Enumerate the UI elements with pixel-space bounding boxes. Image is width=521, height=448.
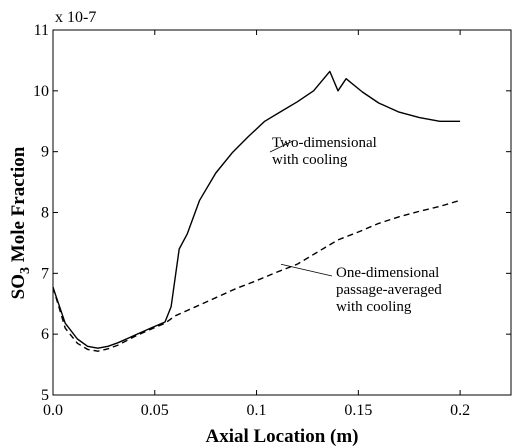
y-axis-title-subscript: 3 (18, 267, 33, 274)
y-axis-title: SO3 Mole Fraction (8, 146, 33, 299)
annotation-text: with cooling (336, 299, 412, 315)
y-tick-label: 10 (33, 83, 49, 100)
x-tick-label: 0.0 (43, 402, 63, 419)
y-axis-title-main: SO (8, 274, 29, 299)
annotation-pointer (280, 263, 333, 277)
annotation-text: Two-dimensional (272, 135, 377, 151)
y-tick-label: 8 (41, 205, 49, 222)
y-tick-label: 5 (41, 387, 49, 404)
x-tick-label: 0.2 (450, 402, 470, 419)
series-line-1 (52, 70, 461, 349)
x-tick-label: 0.15 (344, 402, 372, 419)
x-tick-label: 0.05 (141, 402, 169, 419)
annotation-text: passage-averaged (336, 282, 442, 298)
y-tick-label: 7 (41, 265, 49, 282)
y-tick-label: 11 (34, 22, 49, 39)
y-axis-title-rest: Mole Fraction (8, 146, 29, 267)
y-multiplier-label: x 10-7 (55, 9, 96, 26)
x-tick-label: 0.1 (247, 402, 267, 419)
series-line-2 (52, 199, 461, 352)
series-layer (52, 70, 461, 352)
ticks-layer: 0.0 0.05 0.1 0.15 0.2 5 6 7 8 9 10 11 (33, 22, 511, 419)
annotation-text: One-dimensional (336, 265, 439, 281)
annotation-text: with cooling (272, 152, 348, 168)
plot-frame (52, 29, 512, 396)
y-tick-label: 6 (41, 326, 49, 343)
y-tick-label: 9 (41, 144, 49, 161)
x-axis-title: Axial Location (m) (205, 426, 358, 447)
annotation-pointer (269, 140, 294, 153)
